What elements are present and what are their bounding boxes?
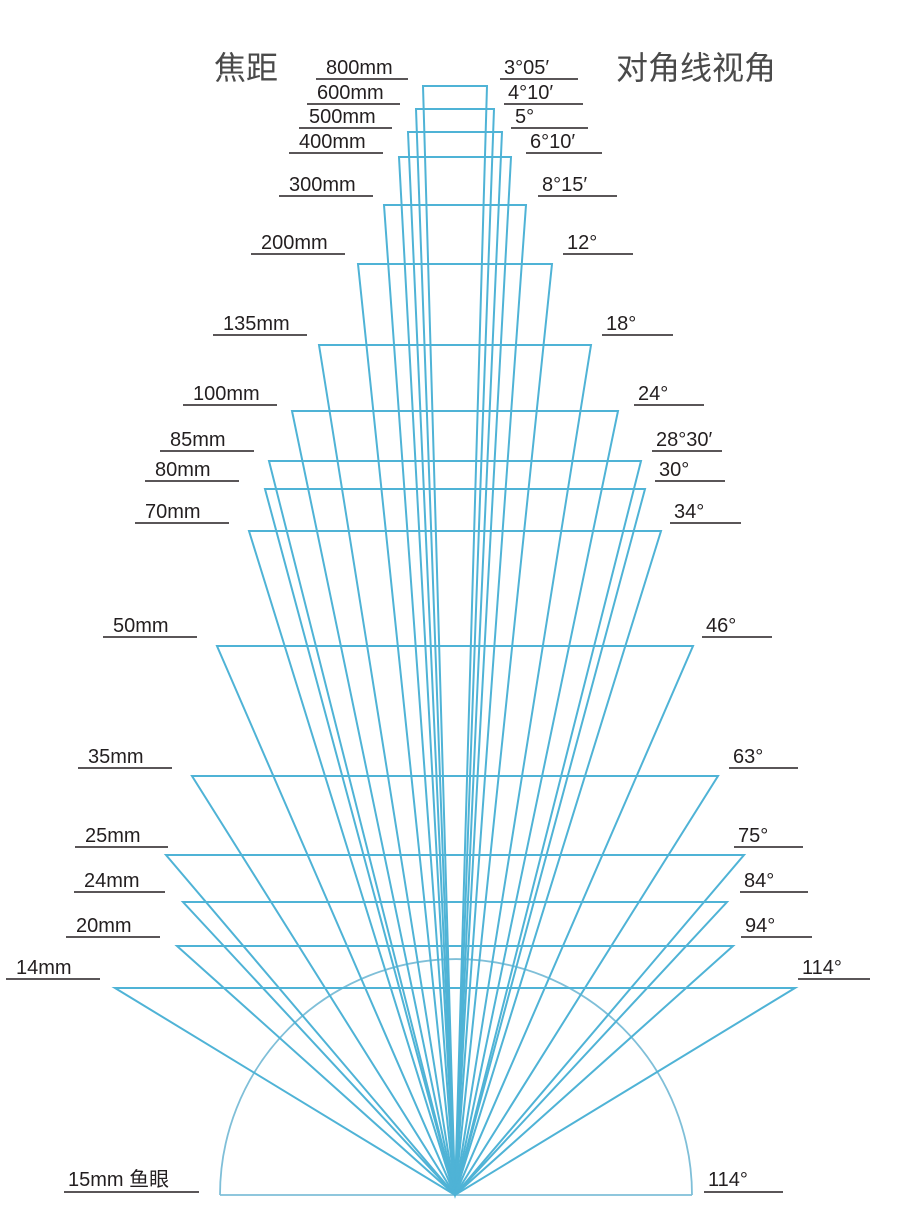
diagonal-angle-heading: 对角线视角 bbox=[616, 49, 776, 87]
view-cone-70mm bbox=[247, 530, 663, 1199]
fisheye-angle-label: 114° bbox=[708, 1169, 748, 1191]
view-cone-35mm bbox=[190, 775, 720, 1197]
angle-label: 28°30′ bbox=[656, 429, 712, 451]
focal-label: 25mm bbox=[85, 825, 141, 847]
cone-layer bbox=[111, 85, 799, 1199]
angle-label: 46° bbox=[706, 615, 736, 637]
angle-label: 12° bbox=[567, 232, 597, 254]
angle-label: 4°10′ bbox=[508, 82, 553, 104]
focal-label: 35mm bbox=[88, 746, 144, 768]
angle-label: 18° bbox=[606, 313, 636, 335]
view-cone-50mm bbox=[215, 645, 695, 1198]
focal-label: 200mm bbox=[261, 232, 328, 254]
angle-label: 30° bbox=[659, 459, 689, 481]
focal-length-heading: 焦距 bbox=[214, 49, 278, 87]
focal-label: 80mm bbox=[155, 459, 211, 481]
angle-label: 8°15′ bbox=[542, 174, 587, 196]
angle-label: 84° bbox=[744, 870, 774, 892]
fisheye-focal-label: 15mm 鱼眼 bbox=[68, 1168, 169, 1191]
angle-label: 34° bbox=[674, 501, 704, 523]
view-cone-80mm bbox=[263, 488, 647, 1199]
focal-label: 14mm bbox=[16, 957, 72, 979]
focal-label: 50mm bbox=[113, 615, 169, 637]
focal-label: 300mm bbox=[289, 174, 356, 196]
focal-label: 24mm bbox=[84, 870, 140, 892]
view-cone-200mm bbox=[356, 263, 554, 1196]
view-cone-800mm bbox=[421, 85, 489, 1196]
focal-label: 100mm bbox=[193, 383, 260, 405]
view-cone-500mm bbox=[406, 131, 504, 1196]
fisheye-arc bbox=[219, 958, 693, 1196]
view-cone-20mm bbox=[174, 945, 736, 1197]
focal-label: 400mm bbox=[299, 131, 366, 153]
focal-label: 500mm bbox=[309, 106, 376, 128]
angle-label: 114° bbox=[802, 957, 842, 979]
angle-label: 63° bbox=[733, 746, 763, 768]
focal-label: 20mm bbox=[76, 915, 132, 937]
view-cone-85mm bbox=[267, 460, 643, 1196]
view-cone-25mm bbox=[163, 854, 747, 1197]
focal-label: 800mm bbox=[326, 57, 393, 79]
focal-label: 135mm bbox=[223, 313, 290, 335]
angle-label: 94° bbox=[745, 915, 775, 937]
focal-label: 85mm bbox=[170, 429, 226, 451]
view-cone-14mm bbox=[111, 987, 799, 1197]
angle-label: 3°05′ bbox=[504, 57, 549, 79]
view-cone-400mm bbox=[397, 156, 513, 1196]
view-cone-24mm bbox=[180, 901, 730, 1197]
view-cone-135mm bbox=[317, 344, 593, 1196]
angle-label: 5° bbox=[515, 106, 534, 128]
angle-label: 75° bbox=[738, 825, 768, 847]
view-cone-600mm bbox=[414, 108, 496, 1196]
focal-label: 600mm bbox=[317, 82, 384, 104]
view-cone-100mm bbox=[290, 410, 620, 1196]
view-cone-300mm bbox=[382, 204, 528, 1196]
focal-label: 70mm bbox=[145, 501, 201, 523]
angle-label: 24° bbox=[638, 383, 668, 405]
label-layer: 800mm 3°05′ 600mm 4°10′ 500mm 5° 400mm 6°10′ 300… bbox=[6, 57, 870, 1193]
angle-label: 6°10′ bbox=[530, 131, 575, 153]
